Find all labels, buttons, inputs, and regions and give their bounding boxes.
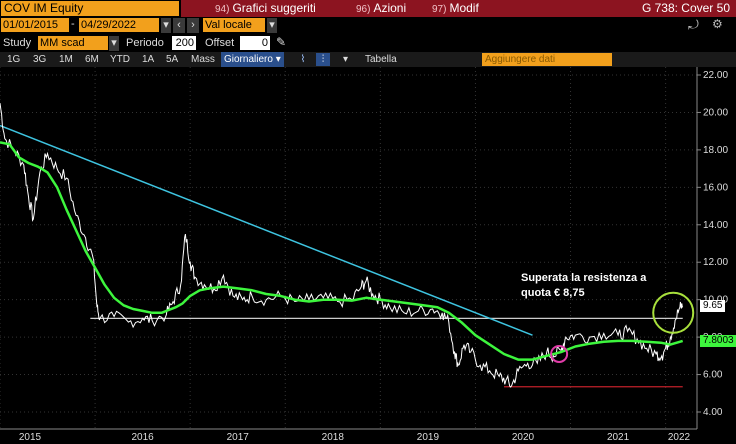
page-title: G 738: Cover 50 xyxy=(641,1,730,15)
x-tick-label: 2022 xyxy=(668,432,691,443)
x-tick-label: 2019 xyxy=(417,432,440,443)
currency-dropdown-icon[interactable]: ▾ xyxy=(267,18,277,33)
price-chart[interactable]: 22.0020.0018.0016.0014.0012.0010.008.006… xyxy=(0,67,736,444)
refresh-icon[interactable]: ⤾ xyxy=(688,17,699,32)
next-arrow-icon[interactable]: › xyxy=(187,18,199,33)
breakout-highlight-circle xyxy=(652,291,695,334)
title-bar: COV IM Equity 94) Grafici suggeriti 96) Az… xyxy=(0,0,736,17)
menu-number: 96) xyxy=(356,4,371,15)
y-tick-label: 20.00 xyxy=(703,107,728,118)
y-tick-label: 4.00 xyxy=(703,407,723,418)
frequency-select[interactable]: Giornaliero ▾ xyxy=(221,52,284,67)
candle-chart-icon[interactable]: ⫶ xyxy=(316,53,330,66)
x-tick-label: 2016 xyxy=(132,432,155,443)
last-price-badge: 9.65 xyxy=(700,300,726,313)
menu-grafici-suggeriti[interactable]: 94) Grafici suggeriti xyxy=(211,0,331,17)
periods-row: 1G 3G 1M 6M YTD 1A 5A Mass Giornaliero ▾… xyxy=(0,52,736,67)
y-tick-label: 10.00 xyxy=(703,295,728,306)
chart-canvas[interactable]: 22.0020.0018.0016.0014.0012.0010.008.006… xyxy=(0,67,736,444)
period-input[interactable]: 200 xyxy=(172,36,196,50)
period-max[interactable]: Mass xyxy=(191,54,215,65)
y-tick-label: 12.00 xyxy=(703,257,728,268)
crossover-highlight-circle xyxy=(550,344,569,363)
period-ytd[interactable]: YTD xyxy=(110,54,130,65)
y-tick-label: 18.00 xyxy=(703,145,728,156)
x-tick-label: 2015 xyxy=(19,432,42,443)
x-tick-label: 2020 xyxy=(512,432,535,443)
settings-icon[interactable]: ⚙ xyxy=(712,17,723,31)
resistance-trendline xyxy=(0,124,533,336)
line-chart-icon[interactable]: ⌇ xyxy=(296,53,310,66)
x-tick-label: 2017 xyxy=(227,432,250,443)
y-tick-label: 16.00 xyxy=(703,182,728,193)
y-tick-label: 6.00 xyxy=(703,370,723,381)
study-label: Study xyxy=(3,37,32,49)
period-1m[interactable]: 1M xyxy=(59,54,73,65)
ticker-input[interactable]: COV IM Equity xyxy=(1,1,179,16)
period-1a[interactable]: 1A xyxy=(142,54,155,65)
annotation-line-1: Superata la resistenza a xyxy=(521,272,647,284)
moving-average-badge: 7.8003 xyxy=(700,334,736,347)
window-controls: ⤾ ⚙ xyxy=(688,17,732,34)
add-data-input[interactable]: Aggiungere dati xyxy=(482,53,612,66)
period-label: Periodo xyxy=(126,37,164,49)
date-row: 01/01/2015 - 04/29/2022 ▾ ‹ › Val locale… xyxy=(0,17,736,34)
y-tick-label: 14.00 xyxy=(703,220,728,231)
menu-azioni[interactable]: 96) Azioni xyxy=(352,0,420,17)
x-tick-label: 2018 xyxy=(322,432,345,443)
period-6m[interactable]: 6M xyxy=(85,54,99,65)
start-date-input[interactable]: 01/01/2015 xyxy=(1,18,69,32)
study-select[interactable]: MM scad xyxy=(38,36,108,50)
offset-input[interactable]: 0 xyxy=(240,36,270,50)
offset-label: Offset xyxy=(205,37,235,49)
menu-modif[interactable]: 97) Modif xyxy=(428,0,498,17)
calendar-dropdown-icon[interactable]: ▾ xyxy=(161,18,171,33)
price-series-line xyxy=(0,103,684,388)
chart-type-dropdown-icon[interactable]: ▾ xyxy=(343,54,349,65)
period-3g[interactable]: 3G xyxy=(33,54,47,65)
pencil-icon[interactable]: ✎ xyxy=(276,35,287,49)
end-date-input[interactable]: 04/29/2022 xyxy=(79,18,159,32)
menu-number: 97) xyxy=(432,4,447,15)
frequency-label: Giornaliero xyxy=(224,54,273,65)
currency-select[interactable]: Val locale xyxy=(203,18,265,32)
prev-arrow-icon[interactable]: ‹ xyxy=(173,18,185,33)
date-separator: - xyxy=(71,18,75,30)
study-dropdown-icon[interactable]: ▾ xyxy=(109,36,119,51)
menu-label: Modif xyxy=(449,1,479,15)
period-1g[interactable]: 1G xyxy=(7,54,21,65)
x-tick-label: 2021 xyxy=(607,432,630,443)
moving-average-line xyxy=(0,141,684,361)
study-row: Study MM scad ▾ Periodo 200 Offset 0 ✎ xyxy=(0,35,736,52)
table-button[interactable]: Tabella xyxy=(365,54,397,65)
y-tick-label: 22.00 xyxy=(703,70,728,81)
annotation-line-2: quota € 8,75 xyxy=(521,287,585,299)
menu-number: 94) xyxy=(215,4,230,15)
menu-label: Azioni xyxy=(373,1,407,15)
menu-label: Grafici suggeriti xyxy=(232,1,316,15)
chart-annotation: Superata la resistenza a quota € 8,75 xyxy=(521,271,646,301)
period-5a[interactable]: 5A xyxy=(166,54,179,65)
